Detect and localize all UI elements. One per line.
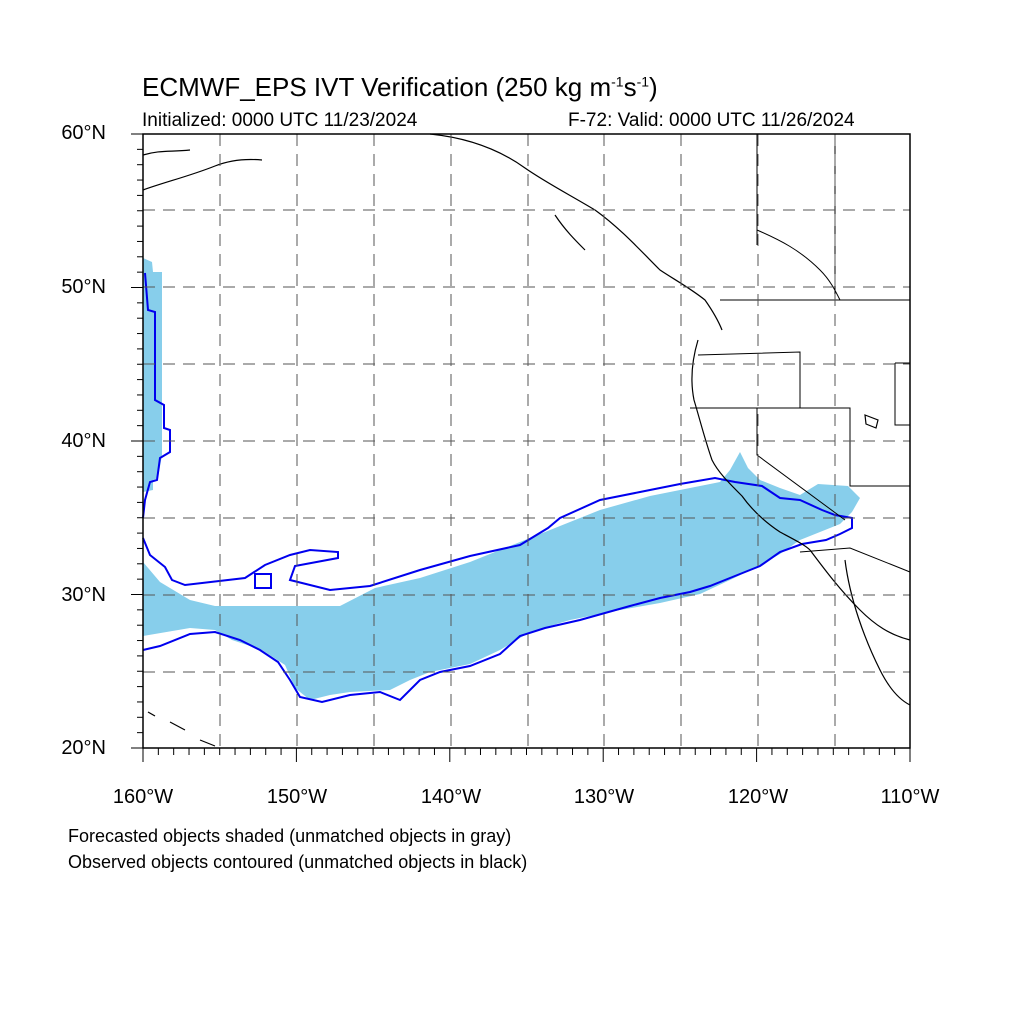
observed-contour-main xyxy=(142,476,853,704)
forecast-object-main xyxy=(143,452,860,700)
lon-label-150w: 150°W xyxy=(266,786,328,808)
lon-label-120w: 120°W xyxy=(727,786,789,808)
observed-contour-north xyxy=(142,272,171,519)
observed-contour-small xyxy=(254,573,272,589)
lat-label-30n: 30°N xyxy=(61,584,106,606)
lat-label-60n: 60°N xyxy=(61,122,106,144)
forecast-object-north xyxy=(143,258,162,492)
caption-forecast: Forecasted objects shaded (unmatched obj… xyxy=(68,826,512,846)
map-title: ECMWF_EPS IVT Verification (250 kg m-1s-… xyxy=(142,72,658,102)
lon-label-140w: 140°W xyxy=(420,786,482,808)
initialized-label: Initialized: 0000 UTC 11/23/2024 xyxy=(142,110,418,131)
axis-ticks xyxy=(131,133,911,762)
grid-lines xyxy=(143,134,910,748)
lon-label-160w: 160°W xyxy=(112,786,174,808)
lon-label-130w: 130°W xyxy=(573,786,635,808)
caption-observed: Observed objects contoured (unmatched ob… xyxy=(68,852,528,872)
valid-time-label: F-72: Valid: 0000 UTC 11/26/2024 xyxy=(568,110,855,131)
coastlines xyxy=(142,133,911,747)
lat-label-20n: 20°N xyxy=(61,737,106,759)
lon-label-110w: 110°W xyxy=(880,786,940,808)
lat-label-40n: 40°N xyxy=(61,430,106,452)
lat-label-50n: 50°N xyxy=(61,276,106,298)
